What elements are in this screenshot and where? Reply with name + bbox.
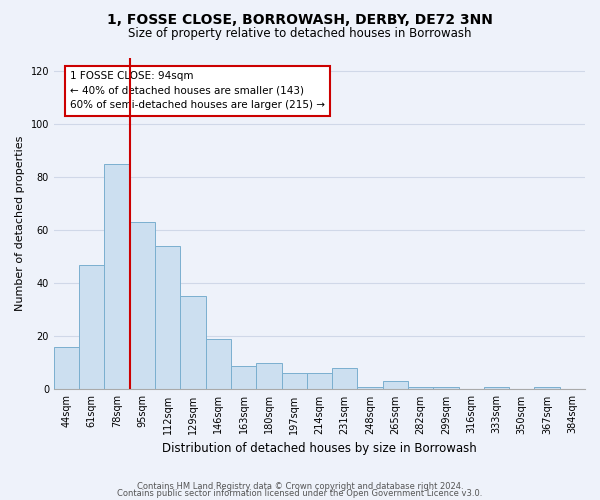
Bar [307, 374, 332, 390]
Bar [130, 222, 155, 390]
Bar [54, 347, 79, 390]
Bar [104, 164, 130, 390]
Bar [484, 387, 509, 390]
Text: Size of property relative to detached houses in Borrowash: Size of property relative to detached ho… [128, 28, 472, 40]
Bar [155, 246, 181, 390]
Bar [408, 387, 433, 390]
Y-axis label: Number of detached properties: Number of detached properties [15, 136, 25, 311]
Bar [535, 387, 560, 390]
X-axis label: Distribution of detached houses by size in Borrowash: Distribution of detached houses by size … [162, 442, 477, 455]
Text: Contains HM Land Registry data © Crown copyright and database right 2024.: Contains HM Land Registry data © Crown c… [137, 482, 463, 491]
Bar [181, 296, 206, 390]
Bar [383, 382, 408, 390]
Bar [206, 339, 231, 390]
Text: 1, FOSSE CLOSE, BORROWASH, DERBY, DE72 3NN: 1, FOSSE CLOSE, BORROWASH, DERBY, DE72 3… [107, 12, 493, 26]
Bar [433, 387, 458, 390]
Text: 1 FOSSE CLOSE: 94sqm
← 40% of detached houses are smaller (143)
60% of semi-deta: 1 FOSSE CLOSE: 94sqm ← 40% of detached h… [70, 71, 325, 110]
Text: Contains public sector information licensed under the Open Government Licence v3: Contains public sector information licen… [118, 489, 482, 498]
Bar [332, 368, 358, 390]
Bar [281, 374, 307, 390]
Bar [79, 264, 104, 390]
Bar [231, 366, 256, 390]
Bar [358, 387, 383, 390]
Bar [256, 363, 281, 390]
